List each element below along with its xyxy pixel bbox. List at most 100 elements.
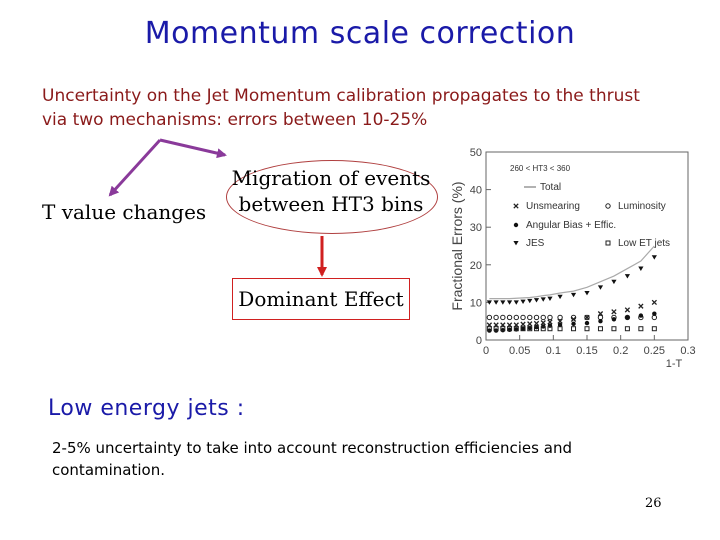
data-point-low-et-jets xyxy=(638,326,644,332)
data-point-luminosity xyxy=(547,314,553,321)
data-point-luminosity xyxy=(500,314,506,321)
data-point-jes xyxy=(513,300,519,305)
data-point-jes xyxy=(638,266,644,271)
data-point-luminosity xyxy=(513,314,520,321)
y-tick-label: 20 xyxy=(470,260,482,272)
slide-title: Momentum scale correction xyxy=(144,16,576,51)
arrow-to-t-value xyxy=(108,138,162,197)
data-point-low-et-jets xyxy=(651,326,657,332)
data-point-luminosity xyxy=(486,314,493,321)
legend-entry: Angular Bias + Effic. xyxy=(526,220,616,231)
chart-legend: 260 < HT3 < 360 Total Unsmearing Luminosity… xyxy=(510,164,670,249)
chart-marks xyxy=(486,245,658,333)
data-point-unsmearing xyxy=(533,320,540,327)
data-point-low-et-jets xyxy=(571,326,577,332)
migration-ellipse xyxy=(226,160,438,234)
data-point-luminosity xyxy=(584,314,590,321)
data-point-angular-bias-effic- xyxy=(638,313,644,318)
x-tick-label: 0.25 xyxy=(644,345,665,357)
y-axis-label: Fractional Errors (%) xyxy=(449,181,465,310)
data-point-jes xyxy=(624,274,630,279)
legend-entry: Total xyxy=(540,182,561,193)
data-point-unsmearing xyxy=(557,318,563,324)
fractional-errors-chart: 0 10 20 30 40 50 0 0.05 0.1 0.15 0.2 0.25 0.31-T Frac… xyxy=(449,147,696,370)
chart-axes: 0 10 20 30 40 50 0 0.05 0.1 0.15 0.2 0.25 0.31-T Frac… xyxy=(449,147,696,370)
legend-marker xyxy=(513,241,519,246)
data-point-luminosity xyxy=(506,314,513,321)
data-point-jes xyxy=(533,298,540,303)
data-point-jes xyxy=(584,291,590,296)
y-tick-label: 30 xyxy=(470,222,482,234)
data-point-angular-bias-effic- xyxy=(611,317,617,322)
data-point-angular-bias-effic- xyxy=(625,315,630,320)
data-point-low-et-jets xyxy=(486,326,492,332)
data-point-jes xyxy=(506,300,513,305)
t-value-label: T value changes xyxy=(42,200,207,224)
data-point-low-et-jets xyxy=(624,326,630,332)
data-point-jes xyxy=(570,292,577,298)
low-jets-heading: Low energy jets : xyxy=(48,396,245,421)
data-point-low-et-jets xyxy=(500,326,506,332)
y-tick-label: 0 xyxy=(476,335,482,347)
data-point-low-et-jets xyxy=(513,326,519,332)
x-tick-label: 0.15 xyxy=(576,345,597,357)
data-point-low-et-jets xyxy=(597,326,603,332)
data-point-angular-bias-effic- xyxy=(557,322,563,328)
data-point-angular-bias-effic- xyxy=(571,321,576,327)
data-point-jes xyxy=(493,300,499,305)
data-point-jes xyxy=(540,297,546,302)
x-tick-label: 0.05 xyxy=(509,345,530,357)
data-point-jes xyxy=(527,298,533,304)
legend-marker xyxy=(513,222,519,228)
data-point-jes xyxy=(557,294,563,300)
legend-entry: JES xyxy=(526,238,545,249)
dominant-effect-box: Dominant Effect xyxy=(232,278,410,320)
x-tick-label: 0.1 xyxy=(546,345,561,357)
page-number: 26 xyxy=(645,496,662,511)
data-point-unsmearing xyxy=(638,303,644,309)
chart-title: 260 < HT3 < 360 xyxy=(510,164,571,173)
legend-entry: Luminosity xyxy=(618,201,666,212)
data-point-low-et-jets xyxy=(611,326,617,332)
data-point-low-et-jets xyxy=(493,326,499,332)
data-point-low-et-jets xyxy=(547,326,553,332)
y-tick-label: 50 xyxy=(470,147,482,159)
arrow-to-migration xyxy=(159,138,227,159)
data-point-jes xyxy=(597,285,604,290)
data-point-luminosity xyxy=(597,314,604,321)
data-point-angular-bias-effic- xyxy=(520,326,526,331)
migration-label: Migration of events between HT3 bins xyxy=(231,166,431,216)
legend-entry: Unsmearing xyxy=(526,201,580,212)
data-point-luminosity xyxy=(540,314,546,321)
data-point-luminosity xyxy=(557,314,563,321)
data-point-jes xyxy=(520,299,526,305)
legend-marker xyxy=(605,240,611,246)
data-point-angular-bias-effic- xyxy=(584,320,590,326)
data-point-unsmearing xyxy=(624,307,631,313)
data-point-low-et-jets xyxy=(520,326,526,332)
data-point-luminosity xyxy=(527,314,533,321)
data-point-unsmearing xyxy=(651,299,657,306)
x-tick-label: 0 xyxy=(483,345,489,357)
data-point-angular-bias-effic- xyxy=(652,311,657,316)
data-point-unsmearing xyxy=(527,321,533,327)
intro-text: Uncertainty on the Jet Momentum calibrat… xyxy=(42,86,640,130)
data-point-luminosity xyxy=(651,314,658,321)
data-point-unsmearing xyxy=(520,321,526,327)
data-point-low-et-jets xyxy=(557,326,563,332)
data-point-low-et-jets xyxy=(534,326,539,332)
data-point-unsmearing xyxy=(611,309,617,315)
data-point-unsmearing xyxy=(547,319,553,325)
data-point-unsmearing xyxy=(540,320,546,326)
y-tick-label: 40 xyxy=(470,185,482,197)
data-point-unsmearing xyxy=(597,311,604,317)
x-tick-label: 0.3 xyxy=(680,345,695,357)
data-point-luminosity xyxy=(493,314,499,321)
data-point-low-et-jets xyxy=(540,326,546,332)
data-point-low-et-jets xyxy=(584,326,590,332)
data-point-jes xyxy=(651,255,657,260)
data-point-jes xyxy=(611,279,617,285)
data-point-luminosity xyxy=(570,314,577,321)
legend-marker xyxy=(605,203,611,209)
